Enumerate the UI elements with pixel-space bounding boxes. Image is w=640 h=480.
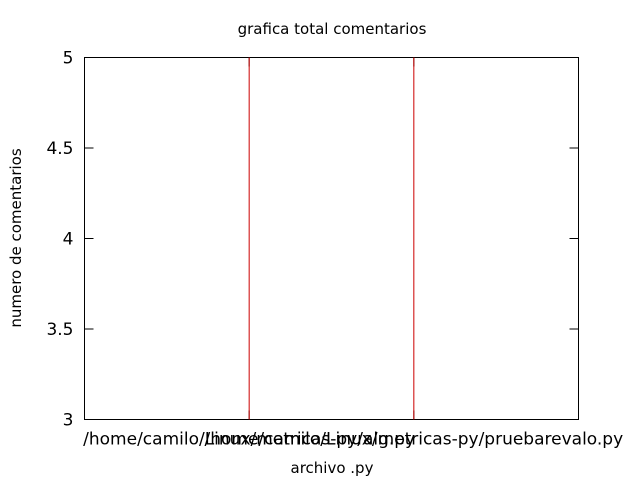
bar-series: [248, 57, 415, 420]
plot-area-frame: [84, 57, 579, 420]
y-axis-ticks: 3 3.5 4 4.5 5: [46, 49, 579, 431]
y-tick-label: 4: [63, 230, 74, 250]
x-axis-label: archivo .py: [291, 459, 374, 477]
y-axis-label: numero de comentarios: [7, 148, 25, 328]
x-tick-label: /home/camilo/Linux/metricas-py/pruebarev…: [204, 430, 623, 450]
x-tick-label: /home/camilo/Linux/metricas-py/alg.py: [83, 430, 415, 450]
chart-title: grafica total comentarios: [238, 20, 427, 38]
y-tick-label: 3: [63, 411, 74, 431]
x-axis-ticks: /home/camilo/Linux/metricas-py/alg.py/ho…: [83, 57, 623, 450]
y-tick-label: 5: [63, 49, 74, 69]
y-tick-label: 3.5: [46, 320, 73, 340]
y-tick-label: 4.5: [46, 139, 73, 159]
